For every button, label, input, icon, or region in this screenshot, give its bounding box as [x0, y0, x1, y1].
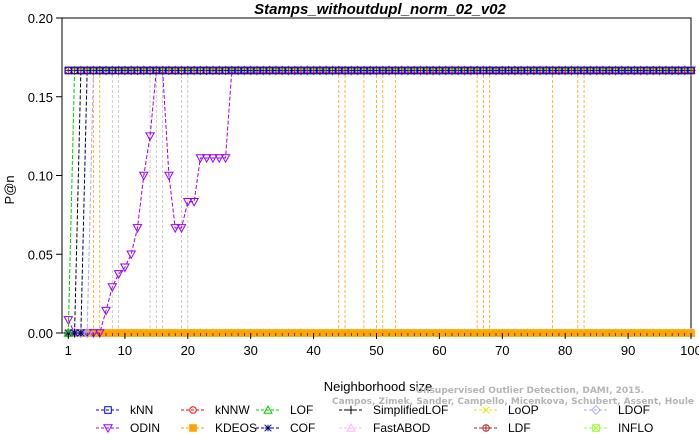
series-line-cof	[68, 69, 691, 334]
data-point-odin	[195, 154, 206, 164]
legend-marker	[189, 406, 197, 414]
legend-marker	[482, 424, 490, 432]
x-tick-label: 90	[621, 343, 635, 358]
y-axis-label: P@n	[2, 175, 17, 204]
legend-label: kNNW	[215, 403, 250, 417]
legend-label: LOF	[290, 403, 313, 417]
data-point-odin	[170, 224, 181, 234]
legend-marker	[346, 423, 356, 432]
series-line-odin	[67, 69, 691, 334]
legend-label: COF	[290, 421, 315, 434]
data-point-odin	[138, 171, 149, 181]
data-point-odin	[176, 224, 187, 234]
data-point-odin	[189, 198, 200, 207]
data-point-odin	[101, 306, 111, 316]
legend-label: KDEOS	[215, 421, 257, 434]
legend-item-odin: ODIN	[96, 421, 160, 434]
y-tick-label: 0.05	[28, 247, 53, 262]
chart-title: Stamps_withoutdupl_norm_02_v02	[254, 1, 506, 18]
x-tick-label: 10	[118, 343, 132, 358]
legend-item-knn: kNN	[96, 403, 153, 417]
legend-item-kdeos: KDEOS	[181, 421, 257, 434]
legend-marker	[346, 405, 356, 415]
data-point-odin	[208, 154, 218, 164]
x-tick-label: 40	[306, 343, 320, 358]
legend-marker-cross	[482, 424, 490, 432]
x-tick-label: 30	[243, 343, 257, 358]
legend-label: INFLO	[618, 421, 653, 434]
legend-marker	[189, 424, 197, 432]
legend-label: FastABOD	[373, 421, 431, 434]
x-tick-label: 100	[680, 343, 699, 358]
data-point-odin	[113, 270, 124, 280]
data-point-odin	[94, 329, 105, 339]
y-tick-label: 0.15	[28, 90, 53, 105]
legend-marker	[103, 424, 113, 434]
legend-marker	[590, 404, 602, 416]
x-tick-label: 80	[558, 343, 572, 358]
legend-label: SimplifiedLOF	[373, 403, 448, 417]
x-axis-label: Neighborhood size	[324, 379, 432, 394]
legend-item-cof: COF	[256, 421, 315, 434]
x-tick-label: 1	[65, 343, 72, 358]
legend-marker-cross	[592, 424, 600, 432]
x-tick-label: 20	[181, 343, 195, 358]
legend-marker	[264, 424, 272, 432]
legend-item-lof: LOF	[256, 403, 313, 417]
data-point-odin	[126, 250, 137, 260]
legend-label: LDF	[508, 421, 531, 434]
legend-item-inflo: INFLO	[584, 421, 653, 434]
legend-marker-box	[592, 424, 600, 432]
credit-line-2: Campos, Zimek, Sander, Campello, Micenko…	[332, 397, 694, 407]
legend-marker	[263, 405, 273, 414]
data-point-odin	[201, 154, 212, 164]
credit-line-1: Unsupervised Outlier Detection, DAMI, 20…	[416, 386, 644, 396]
legend-item-loop: LoOP	[474, 403, 539, 417]
x-tick-label: 60	[432, 343, 446, 358]
legend-label: ODIN	[130, 421, 160, 434]
series-line-ldof	[68, 69, 691, 334]
legend-label: LDOF	[618, 403, 650, 417]
data-point-odin	[145, 132, 156, 142]
data-point-odin	[107, 283, 118, 293]
data-point-knn	[687, 66, 695, 75]
data-point-odin	[132, 224, 143, 234]
series-line-loop	[68, 69, 691, 334]
legend-marker	[104, 406, 112, 414]
data-point-odin	[63, 316, 74, 326]
data-point-odin	[214, 154, 225, 164]
legend-item-ldof: LDOF	[584, 403, 650, 417]
x-tick-label: 50	[369, 343, 383, 358]
data-point-ldof	[82, 327, 93, 339]
series-line-lof	[67, 69, 691, 334]
legend-label: LoOP	[508, 403, 539, 417]
x-tick-label: 70	[495, 343, 509, 358]
data-point-odin	[119, 263, 130, 273]
data-point-odin	[220, 154, 231, 164]
legend-label: kNN	[130, 403, 153, 417]
data-point-odin	[182, 198, 193, 207]
y-tick-label: 0.20	[28, 11, 53, 26]
y-tick-label: 0.10	[28, 169, 53, 184]
series-line-simplifiedlof	[68, 69, 691, 334]
legend-item-ldf: LDF	[474, 421, 531, 434]
y-tick-label: 0.00	[28, 326, 53, 341]
legend-item-knnw: kNNW	[181, 403, 250, 417]
legend-item-fastabod: FastABOD	[339, 421, 431, 434]
legend-item-simplifiedlof: SimplifiedLOF	[339, 403, 448, 417]
legend-marker	[482, 406, 490, 414]
data-point-odin	[163, 171, 174, 181]
legend-marker	[592, 424, 600, 432]
